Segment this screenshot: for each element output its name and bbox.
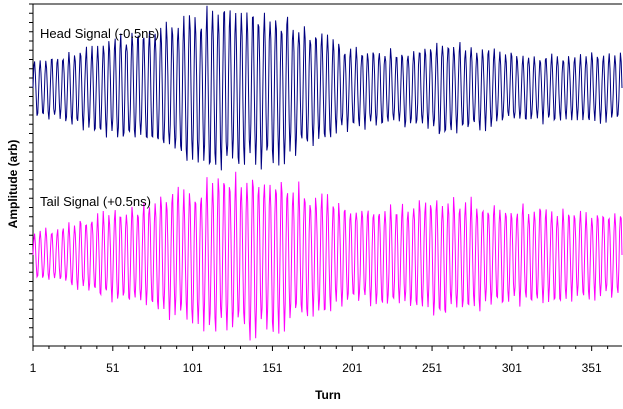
series-label-tail: Tail Signal (+0.5ns) <box>40 194 151 209</box>
plot-area <box>32 3 622 347</box>
y-axis-title: Amplitude (arb) <box>6 140 20 229</box>
x-tick-label: 101 <box>183 361 203 375</box>
y-axis-ticks <box>29 3 33 338</box>
series-line-head <box>32 5 623 171</box>
x-tick-label: 301 <box>502 361 522 375</box>
series-line-tail <box>32 171 623 341</box>
series-label-head: Head Signal (-0.5ns) <box>40 26 159 41</box>
x-axis-ticks: 1 51 101 151 201 251 301 351 <box>30 346 609 375</box>
series-layer <box>32 5 623 341</box>
x-tick-label: 201 <box>342 361 362 375</box>
x-tick-label: 251 <box>422 361 442 375</box>
x-axis-title: Turn <box>315 388 341 402</box>
x-tick-label: 151 <box>262 361 282 375</box>
x-tick-label: 1 <box>30 361 37 375</box>
x-tick-label: 351 <box>582 361 602 375</box>
x-tick-label: 51 <box>106 361 120 375</box>
